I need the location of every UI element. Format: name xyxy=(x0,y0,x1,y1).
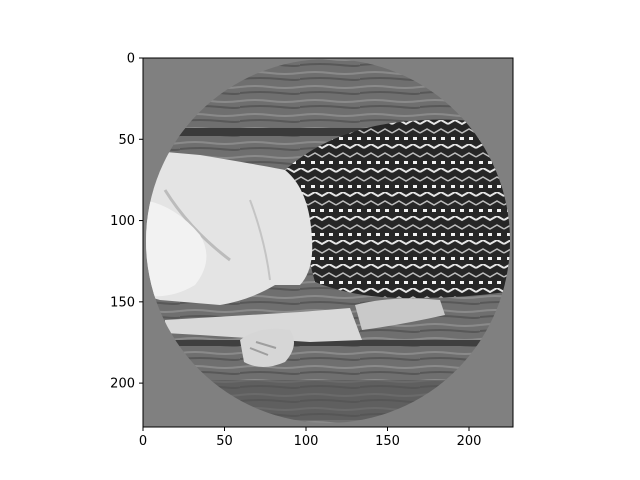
photo-content xyxy=(146,59,510,423)
hand xyxy=(240,328,294,367)
y-tick-label: 150 xyxy=(110,295,135,310)
y-tick-label: 100 xyxy=(110,214,135,229)
x-tick-label: 200 xyxy=(457,434,482,449)
y-tick-label: 200 xyxy=(110,377,135,392)
forearm xyxy=(165,308,362,342)
y-axis-ticks: 0 50 100 150 200 xyxy=(110,52,143,392)
y-tick-label: 50 xyxy=(118,133,135,148)
x-tick-label: 0 xyxy=(139,434,147,449)
patterned-skirt xyxy=(285,119,510,299)
hair xyxy=(146,200,207,297)
y-tick-label: 0 xyxy=(127,52,135,67)
axes-frame xyxy=(142,57,514,428)
x-tick-label: 100 xyxy=(294,434,319,449)
x-tick-label: 150 xyxy=(375,434,400,449)
x-tick-label: 50 xyxy=(216,434,233,449)
x-axis-ticks: 0 50 100 150 200 xyxy=(139,427,482,449)
